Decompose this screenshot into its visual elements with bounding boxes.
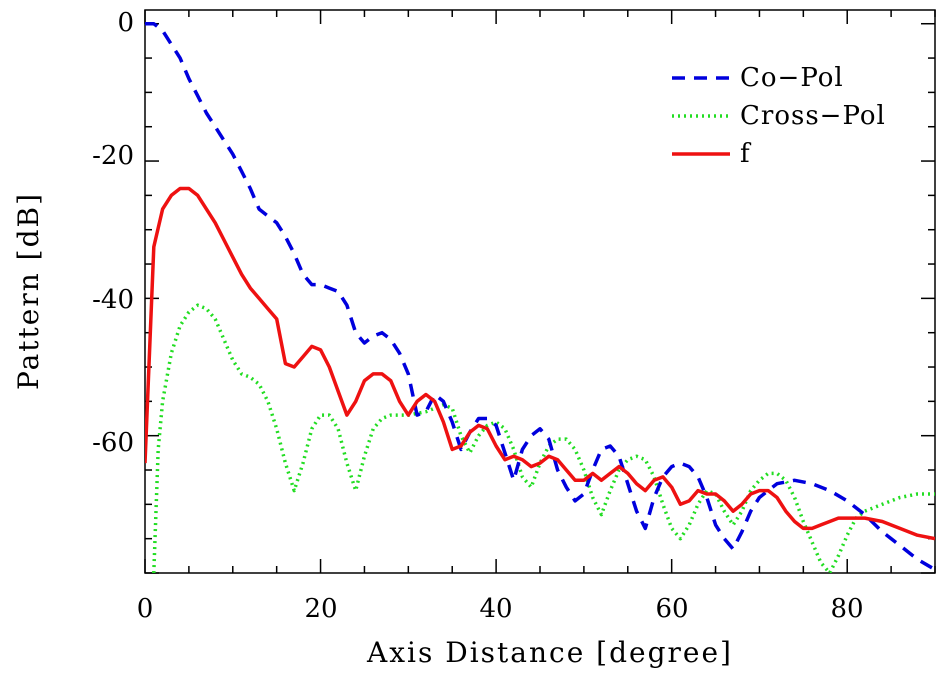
y-axis-title: Pattern [dB] (12, 192, 45, 390)
legend-label-co-pol: Co−Pol (740, 63, 844, 93)
legend-label-cross-pol: Cross−Pol (740, 101, 886, 131)
plot-frame (144, 9, 936, 574)
x-tick-labels: 0 20 40 60 80 (137, 594, 864, 624)
x-tick-label-20: 20 (304, 594, 337, 624)
y-tick-label-minus20: -20 (92, 141, 134, 171)
legend: Co−Pol Cross−Pol f (672, 63, 886, 169)
x-tick-label-40: 40 (479, 594, 512, 624)
y-tick-label-0: 0 (117, 8, 134, 38)
series-line-cross-pol (152, 303, 935, 573)
x-axis-title: Axis Distance [degree] (366, 636, 733, 669)
series-group (145, 21, 935, 573)
x-tick-label-80: 80 (830, 594, 863, 624)
series-line-f (145, 186, 935, 541)
series-line-co-pol (145, 21, 935, 572)
y-tick-label-minus40: -40 (92, 285, 134, 315)
axis-ticks (144, 10, 936, 574)
y-tick-label-minus60: -60 (92, 428, 134, 458)
x-tick-label-60: 60 (655, 594, 688, 624)
y-tick-labels: 0 -20 -40 -60 (92, 8, 134, 458)
x-tick-label-0: 0 (137, 594, 154, 624)
legend-label-f: f (740, 139, 752, 169)
